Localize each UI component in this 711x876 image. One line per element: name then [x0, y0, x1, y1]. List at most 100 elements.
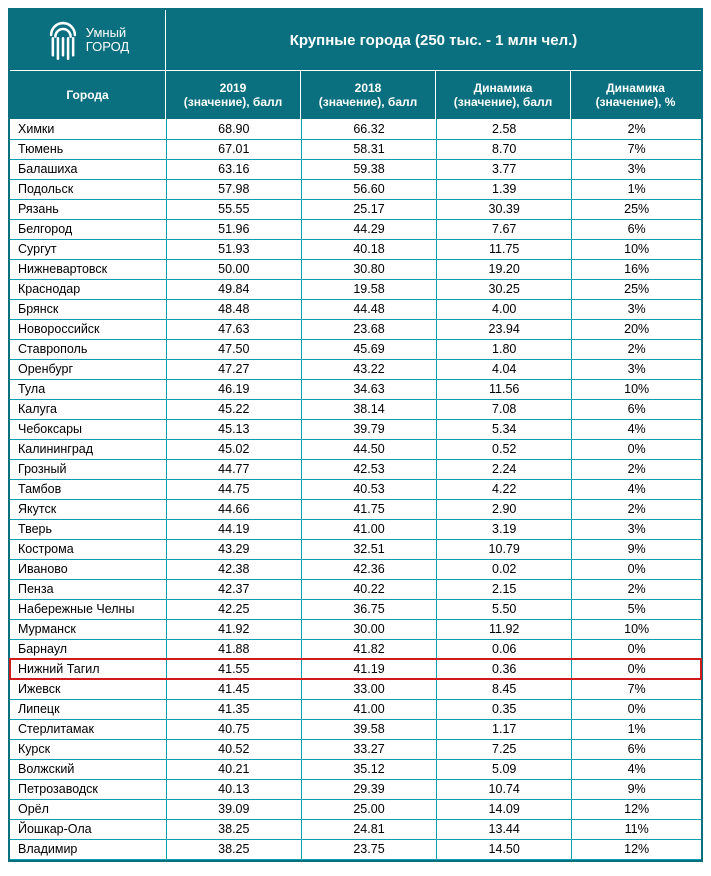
table-row: Грозный44.7742.532.242% [10, 459, 701, 479]
cell-dyn: 1.39 [437, 179, 572, 199]
cell-2018: 66.32 [301, 119, 436, 139]
table-row: Набережные Челны42.2536.755.505% [10, 599, 701, 619]
cell-2019: 39.09 [166, 799, 301, 819]
cell-2018: 19.58 [301, 279, 436, 299]
cell-2018: 23.68 [301, 319, 436, 339]
cell-dynp: 4% [572, 479, 701, 499]
cell-2019: 40.52 [166, 739, 301, 759]
col-city: Города [10, 71, 166, 119]
cell-city: Йошкар-Ола [10, 819, 166, 839]
cell-2018: 32.51 [301, 539, 436, 559]
cell-dyn: 5.50 [437, 599, 572, 619]
cell-dynp: 5% [572, 599, 701, 619]
cell-2019: 44.66 [166, 499, 301, 519]
cell-2019: 41.55 [166, 659, 301, 679]
table-row: Барнаул41.8841.820.060% [10, 639, 701, 659]
cell-dyn: 3.77 [437, 159, 572, 179]
cell-2018: 24.81 [301, 819, 436, 839]
cell-dyn: 8.70 [437, 139, 572, 159]
table-row: Нижневартовск50.0030.8019.2016% [10, 259, 701, 279]
cell-dyn: 19.20 [437, 259, 572, 279]
cell-dynp: 0% [572, 659, 701, 679]
fingerprint-icon [46, 18, 80, 62]
column-headers: Города 2019 (значение), балл 2018 (значе… [10, 70, 701, 119]
cell-dynp: 2% [572, 459, 701, 479]
cell-dyn: 11.75 [437, 239, 572, 259]
cell-2018: 35.12 [301, 759, 436, 779]
cell-2019: 38.25 [166, 839, 301, 859]
cell-dyn: 4.00 [437, 299, 572, 319]
cell-2019: 41.35 [166, 699, 301, 719]
col-2018-a: 2018 [305, 81, 431, 95]
col-dyn-b: (значение), балл [440, 95, 566, 109]
table-row: Оренбург47.2743.224.043% [10, 359, 701, 379]
cell-city: Краснодар [10, 279, 166, 299]
cell-dynp: 2% [572, 339, 701, 359]
cell-2018: 30.00 [301, 619, 436, 639]
cell-2018: 44.50 [301, 439, 436, 459]
cell-dynp: 2% [572, 579, 701, 599]
cell-2019: 44.77 [166, 459, 301, 479]
cell-dynp: 9% [572, 779, 701, 799]
cell-dyn: 11.56 [437, 379, 572, 399]
cell-city: Балашиха [10, 159, 166, 179]
cell-2018: 41.82 [301, 639, 436, 659]
cell-dynp: 0% [572, 439, 701, 459]
col-2019-b: (значение), балл [170, 95, 296, 109]
cell-dyn: 2.15 [437, 579, 572, 599]
cell-dynp: 2% [572, 119, 701, 139]
cell-dyn: 11.92 [437, 619, 572, 639]
col-2018: 2018 (значение), балл [301, 71, 436, 119]
table-row: Белгород51.9644.297.676% [10, 219, 701, 239]
cell-city: Ижевск [10, 679, 166, 699]
table-row: Йошкар-Ола38.2524.8113.4411% [10, 819, 701, 839]
table-row: Химки68.9066.322.582% [10, 119, 701, 139]
table-row: Мурманск41.9230.0011.9210% [10, 619, 701, 639]
cell-2019: 46.19 [166, 379, 301, 399]
cell-2019: 40.75 [166, 719, 301, 739]
cell-dyn: 14.09 [437, 799, 572, 819]
cell-2018: 41.19 [301, 659, 436, 679]
cell-2019: 41.45 [166, 679, 301, 699]
cell-dynp: 3% [572, 359, 701, 379]
cell-dynp: 3% [572, 519, 701, 539]
cell-dyn: 1.80 [437, 339, 572, 359]
cell-dyn: 0.52 [437, 439, 572, 459]
cell-dynp: 10% [572, 239, 701, 259]
cell-2018: 29.39 [301, 779, 436, 799]
cell-dyn: 3.19 [437, 519, 572, 539]
table-container: Умный ГОРОД Крупные города (250 тыс. - 1… [8, 8, 703, 862]
cell-dynp: 0% [572, 639, 701, 659]
col-dynp-b: (значение), % [575, 95, 696, 109]
table-row: Подольск57.9856.601.391% [10, 179, 701, 199]
cell-dyn: 10.74 [437, 779, 572, 799]
table-row: Чебоксары45.1339.795.344% [10, 419, 701, 439]
cell-city: Подольск [10, 179, 166, 199]
cell-2019: 40.21 [166, 759, 301, 779]
cell-city: Сургут [10, 239, 166, 259]
cell-2019: 48.48 [166, 299, 301, 319]
table-row: Балашиха63.1659.383.773% [10, 159, 701, 179]
cell-dyn: 2.90 [437, 499, 572, 519]
cell-dynp: 3% [572, 159, 701, 179]
cell-dyn: 4.22 [437, 479, 572, 499]
cell-2019: 55.55 [166, 199, 301, 219]
cell-2018: 39.58 [301, 719, 436, 739]
cell-dynp: 4% [572, 759, 701, 779]
cell-dyn: 1.17 [437, 719, 572, 739]
cell-dyn: 7.08 [437, 399, 572, 419]
cell-dynp: 6% [572, 219, 701, 239]
cell-city: Оренбург [10, 359, 166, 379]
cell-2018: 44.29 [301, 219, 436, 239]
col-dynp-a: Динамика [575, 81, 696, 95]
table-row: Новороссийск47.6323.6823.9420% [10, 319, 701, 339]
cell-2019: 43.29 [166, 539, 301, 559]
cell-2019: 51.96 [166, 219, 301, 239]
cell-2018: 23.75 [301, 839, 436, 859]
cell-2019: 57.98 [166, 179, 301, 199]
cell-dynp: 3% [572, 299, 701, 319]
cell-2018: 40.18 [301, 239, 436, 259]
cell-city: Курск [10, 739, 166, 759]
table-row: Якутск44.6641.752.902% [10, 499, 701, 519]
table-row: Кострома43.2932.5110.799% [10, 539, 701, 559]
